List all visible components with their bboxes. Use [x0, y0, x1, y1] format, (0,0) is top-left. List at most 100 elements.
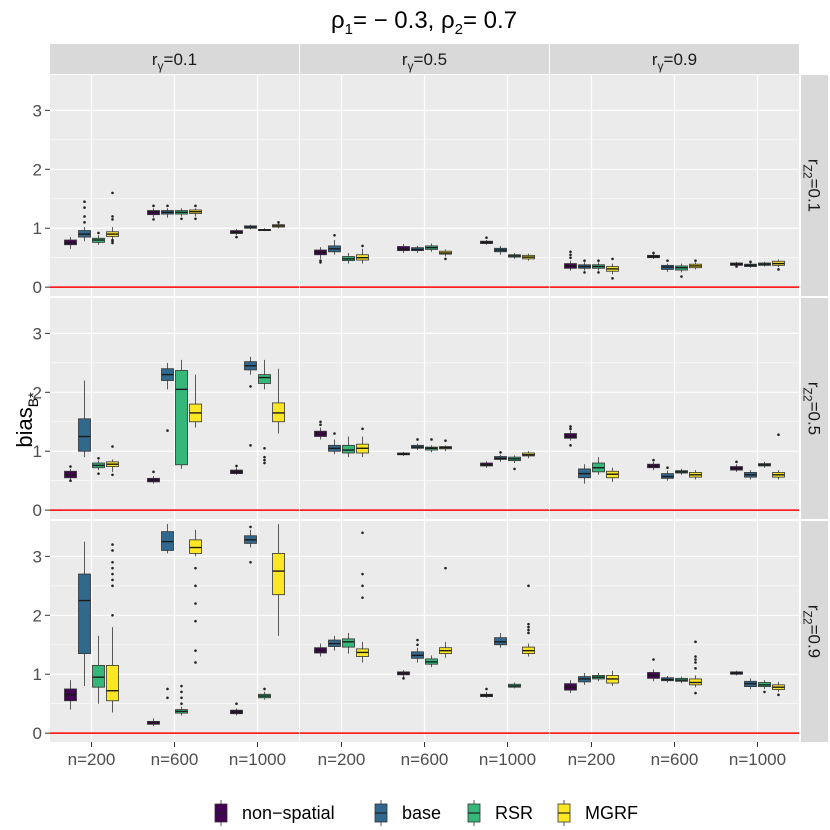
row-strip-label: rZ2=0.1: [801, 159, 824, 212]
outlier-point: [97, 456, 100, 460]
outlier-point: [569, 444, 572, 447]
y-tick-label: 1: [33, 219, 42, 238]
outlier-point: [680, 275, 683, 278]
boxplot-nonspatial: [397, 244, 410, 253]
outlier-point: [235, 235, 238, 239]
outlier-point: [152, 204, 155, 208]
boxplot-mgrf: [189, 374, 202, 428]
outlier-point: [111, 215, 114, 218]
outlier-point: [499, 451, 502, 454]
boxplot-nonspatial: [730, 261, 743, 268]
strip-base: r: [805, 159, 824, 165]
boxplot-base: [328, 432, 341, 455]
boxplot-nonspatial: [230, 702, 243, 716]
strip-sub: Z2: [801, 165, 815, 179]
outlier-point: [485, 687, 488, 691]
strip-tail: =0.5: [805, 402, 824, 436]
outlier-point: [527, 584, 530, 588]
strip-sub: γ: [158, 59, 164, 73]
boxplot-mgrf: [772, 681, 785, 697]
outlier-point: [361, 572, 364, 576]
boxplot-nonspatial: [647, 251, 660, 259]
box: [92, 664, 105, 688]
legend-item: non−spatial: [214, 800, 335, 826]
outlier-point: [416, 438, 419, 441]
x-tick-label: n=600: [401, 750, 449, 769]
outlier-point: [180, 684, 183, 688]
boxplot-base: [411, 438, 424, 451]
outlier-point: [402, 677, 405, 680]
row-strip-bg: [801, 75, 828, 296]
facet-panel: [300, 298, 549, 519]
outlier-point: [263, 461, 266, 465]
outlier-point: [111, 584, 114, 588]
boxplot-base: [328, 635, 341, 651]
boxplot-base: [494, 245, 507, 255]
outlier-point: [361, 584, 364, 588]
outlier-point: [735, 265, 738, 268]
outlier-point: [444, 566, 447, 570]
outlier-point: [361, 596, 364, 599]
boxplot-mgrf: [106, 191, 119, 245]
facet-panel: [550, 75, 799, 296]
boxplot-base: [411, 638, 424, 663]
boxplot-base: [661, 675, 674, 683]
legend-label: non−spatial: [242, 803, 335, 823]
boxplot-mgrf: [272, 523, 285, 636]
chart-title: ρ1= − 0.3, ρ2= 0.7: [331, 7, 517, 38]
strip-base: r: [402, 50, 408, 69]
boxplot-mgrf: [522, 451, 535, 459]
boxplot-nonspatial: [64, 465, 77, 482]
outlier-point: [444, 439, 447, 442]
boxplot-rsr: [675, 263, 688, 278]
legend-item: MGRF: [557, 800, 638, 826]
boxplot-nonspatial: [480, 236, 493, 245]
boxplot-rsr: [592, 457, 605, 475]
outlier-point: [694, 655, 697, 658]
outlier-point: [194, 649, 197, 652]
y-tick-label: 2: [33, 383, 42, 402]
y-tick-label: 0: [33, 278, 42, 297]
boxplot-rsr: [592, 673, 605, 682]
boxplot-base: [494, 632, 507, 648]
outlier-point: [527, 631, 530, 635]
boxplot-base: [661, 259, 674, 272]
boxplot-base: [578, 259, 591, 274]
outlier-point: [694, 259, 697, 262]
outlier-point: [235, 464, 238, 468]
boxplot-base: [244, 356, 257, 447]
boxplot-rsr: [342, 252, 355, 264]
x-tick-label: n=200: [568, 750, 616, 769]
boxplot-base: [244, 525, 257, 564]
outlier-point: [152, 470, 155, 474]
y-tick-label: 1: [33, 442, 42, 461]
boxplot-mgrf: [356, 531, 369, 663]
column-strip-bg: [50, 44, 299, 74]
outlier-point: [777, 433, 780, 437]
outlier-point: [111, 549, 114, 552]
outlier-point: [416, 643, 419, 647]
boxplot-base: [161, 204, 174, 218]
outlier-point: [194, 602, 197, 605]
boxplot-base: [744, 678, 757, 689]
outlier-point: [263, 455, 266, 459]
legend-label: MGRF: [585, 803, 638, 823]
strip-tail: =0.1: [805, 179, 824, 213]
column-strip-label: rγ=0.9: [652, 50, 697, 73]
column-strip-label: rγ=0.1: [152, 50, 197, 73]
boxplot-rsr: [258, 228, 271, 232]
outlier-point: [111, 218, 114, 221]
outlier-point: [652, 658, 655, 661]
outlier-point: [569, 256, 572, 259]
boxplot-nonspatial: [147, 718, 160, 727]
boxplot-mgrf: [606, 670, 619, 687]
outlier-point: [666, 259, 669, 262]
outlier-point: [694, 658, 697, 661]
boxplot-nonspatial: [730, 460, 743, 472]
outlier-point: [83, 200, 86, 204]
y-tick-label: 2: [33, 160, 42, 179]
box: [258, 374, 271, 384]
boxplot-rsr: [425, 243, 438, 252]
strip-tail: =0.5: [414, 50, 448, 69]
